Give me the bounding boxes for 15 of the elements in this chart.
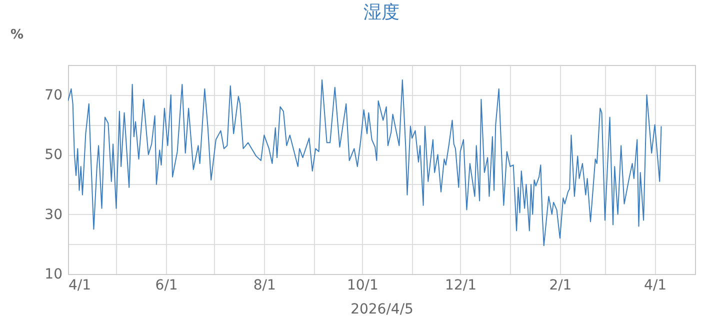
x-tick-label: 4/1 — [68, 278, 92, 294]
x-tick-label: 6/1 — [155, 278, 178, 294]
x-tick-label: 8/1 — [253, 278, 276, 294]
x-tick-label: 12/1 — [445, 278, 477, 294]
x-tick-label: 10/1 — [346, 278, 378, 294]
y-tick-label: 10 — [44, 266, 62, 282]
y-tick-label: 30 — [44, 206, 62, 223]
line-series — [68, 79, 662, 246]
y-tick-label: 70 — [44, 87, 62, 104]
y-tick-label: 50 — [44, 147, 62, 164]
x-tick-label: 2/1 — [549, 278, 572, 294]
x-tick-label: 4/1 — [644, 278, 667, 294]
chart-title: 湿度 — [364, 2, 400, 23]
y-axis-title: % — [10, 28, 24, 42]
x-axis-title: 2026/4/5 — [350, 302, 414, 318]
